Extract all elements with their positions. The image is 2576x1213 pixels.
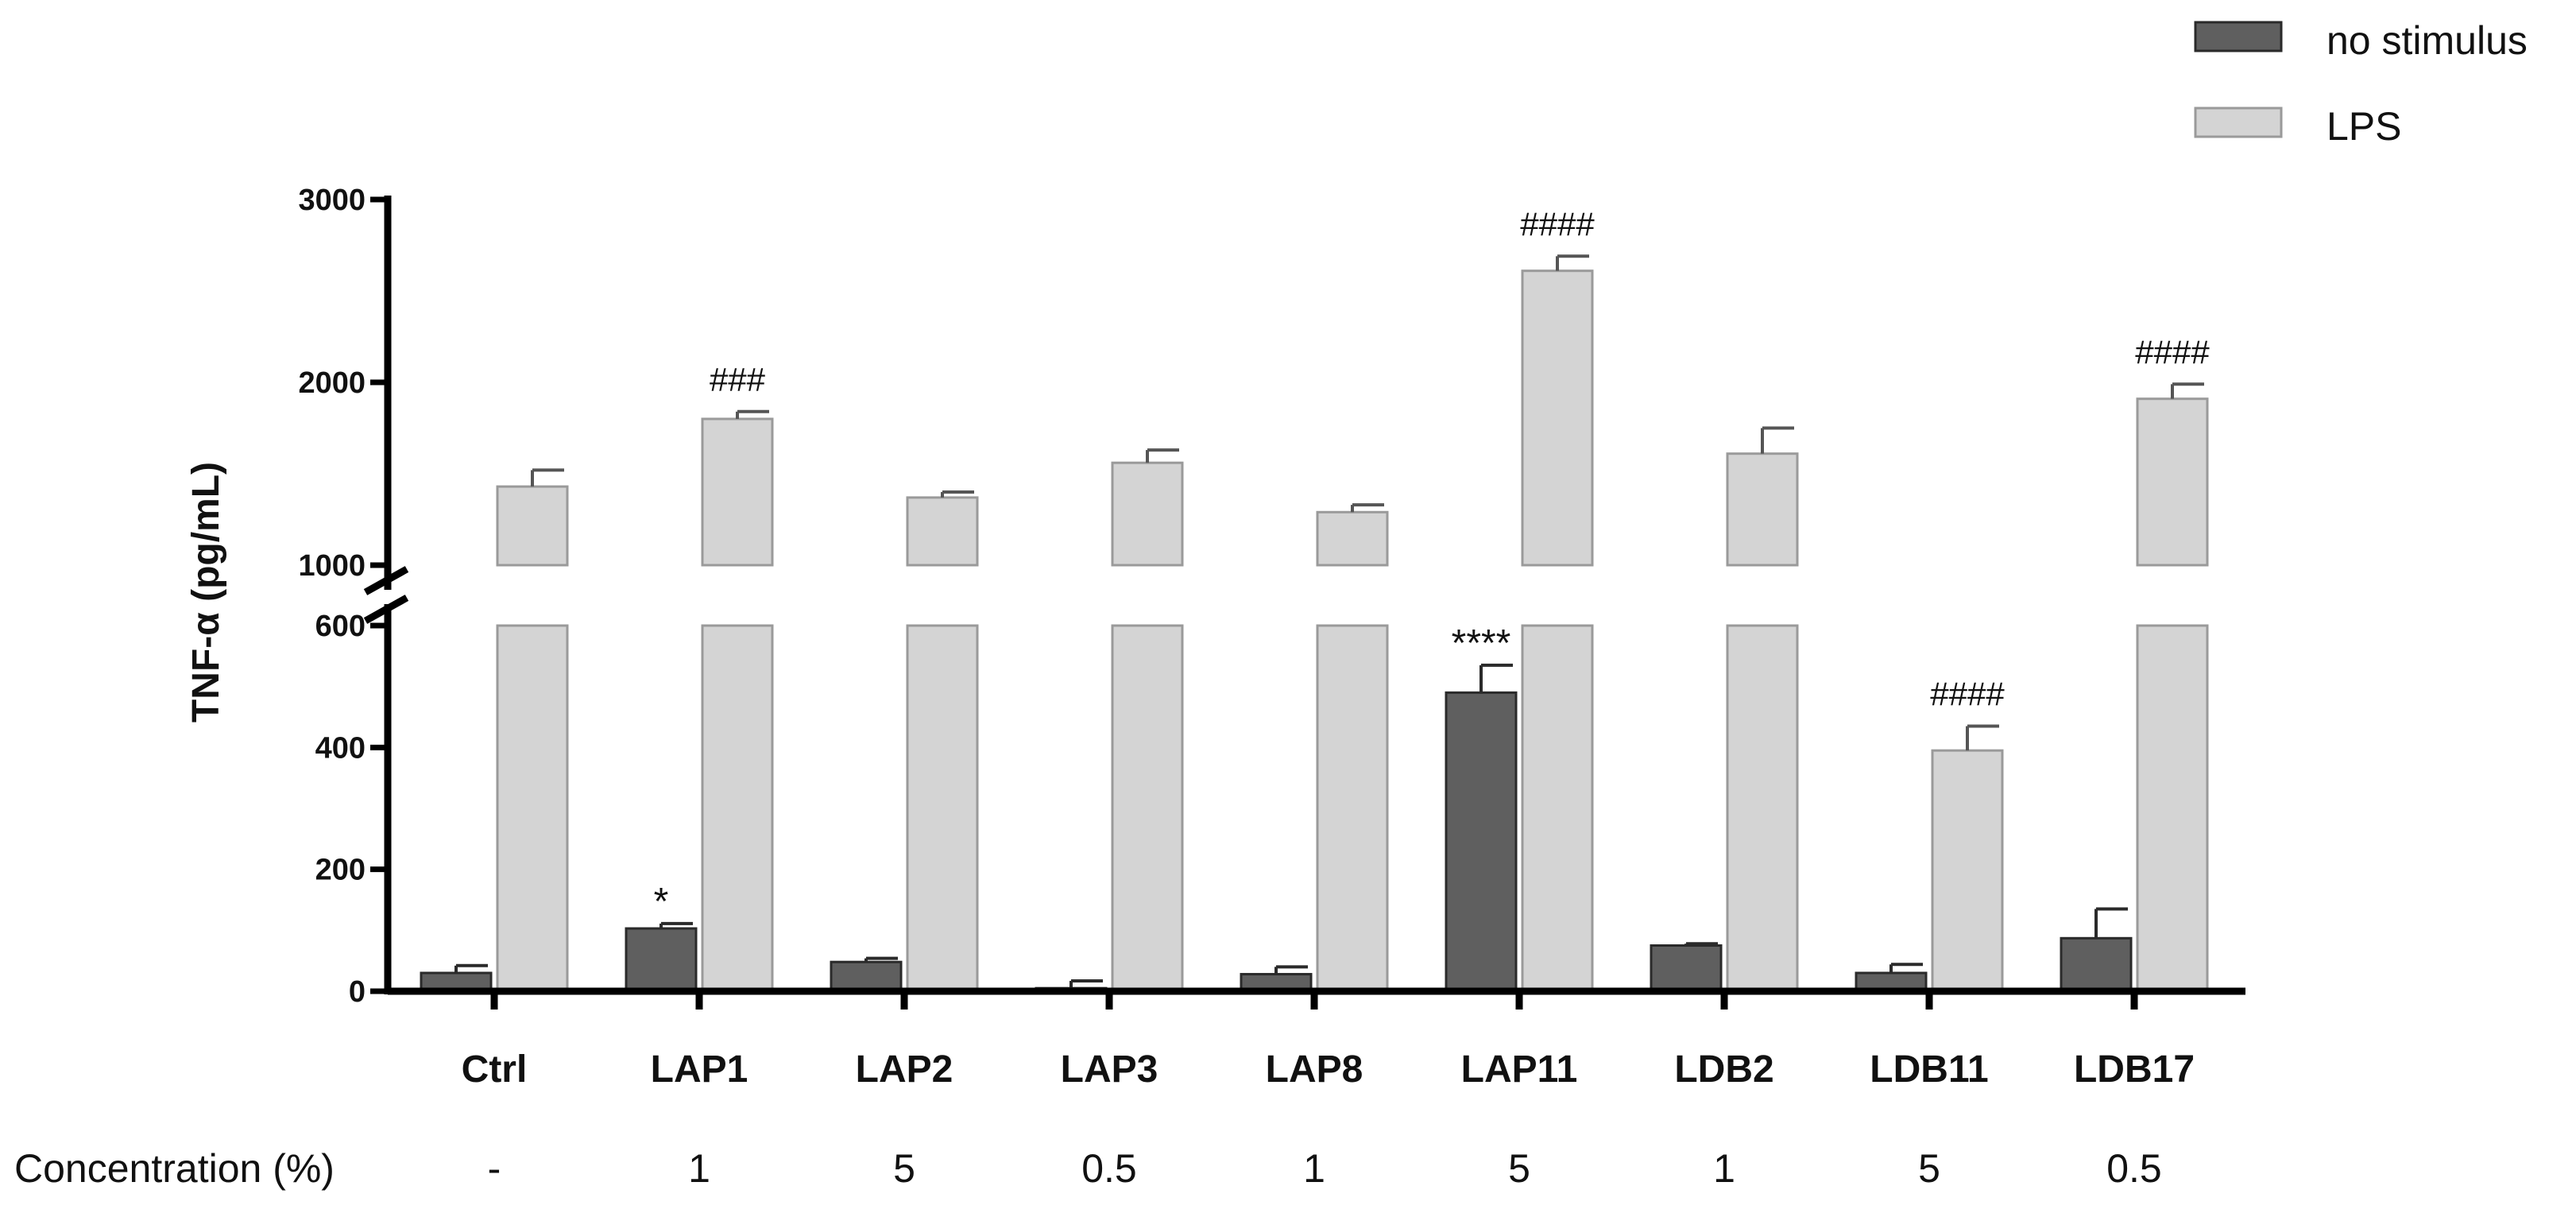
bar-no-stimulus-ldb2 xyxy=(1650,944,1723,993)
y-tick-label-600: 600 xyxy=(315,610,366,643)
y-axis-label: TNF-α (pg/mL) xyxy=(185,462,227,723)
bar-lps-ldb17-upper xyxy=(2136,397,2209,567)
annotation-lps-lap1: ### xyxy=(710,361,766,398)
legend-swatch-no-stimulus xyxy=(2194,21,2283,52)
text-layer: TNF-α (pg/mL) Concentration (%) no stimu… xyxy=(14,18,2528,1191)
bar-lps-ldb17-lower xyxy=(2136,624,2209,993)
axis-layer xyxy=(363,21,2283,1010)
category-label-ldb11: LDB11 xyxy=(1870,1048,1988,1091)
y-tick-label-200: 200 xyxy=(315,854,366,887)
bar-lps-ctrl-lower xyxy=(496,624,569,993)
concentration-value-lap2: 5 xyxy=(893,1146,915,1191)
category-label-lap11: LAP11 xyxy=(1461,1048,1578,1091)
bar-lps-lap3-upper xyxy=(1111,461,1184,567)
bar-lps-lap3-lower xyxy=(1111,624,1184,993)
bar-lps-lap11-lower xyxy=(1521,624,1594,993)
bar-lps-lap1-lower xyxy=(701,624,774,993)
bar-lps-lap2-upper xyxy=(906,496,979,567)
concentration-label: Concentration (%) xyxy=(14,1146,335,1191)
annotation-lps-ldb17: #### xyxy=(2135,333,2210,370)
bar-lps-ctrl-upper xyxy=(496,485,569,567)
category-label-lap2: LAP2 xyxy=(856,1048,953,1091)
category-label-lap3: LAP3 xyxy=(1061,1048,1158,1091)
category-label-ctrl: Ctrl xyxy=(462,1048,528,1091)
concentration-value-lap1: 1 xyxy=(688,1146,710,1191)
legend-swatch-lps xyxy=(2194,107,2283,138)
bar-lps-lap8-upper xyxy=(1316,510,1389,567)
concentration-value-lap8: 1 xyxy=(1303,1146,1325,1191)
bar-lps-ldb11 xyxy=(1931,749,2004,993)
bar-no-stimulus-lap1 xyxy=(625,927,698,993)
legend-label-no-stimulus: no stimulus xyxy=(2327,18,2528,63)
axis-break-mark-lower xyxy=(363,595,409,624)
concentration-value-ldb2: 1 xyxy=(1713,1146,1735,1191)
concentration-value-lap3: 0.5 xyxy=(1081,1146,1137,1191)
y-tick-label-2000: 2000 xyxy=(298,366,366,400)
bar-no-stimulus-lap11 xyxy=(1445,691,1518,993)
bar-no-stimulus-ldb17 xyxy=(2060,936,2133,993)
legend-label-lps: LPS xyxy=(2327,104,2402,149)
bar-lps-lap2-lower xyxy=(906,624,979,993)
category-label-lap1: LAP1 xyxy=(651,1048,748,1091)
axis-break-mark-upper xyxy=(363,566,409,595)
bar-lps-lap8-lower xyxy=(1316,624,1389,993)
category-label-lap8: LAP8 xyxy=(1266,1048,1363,1091)
concentration-value-ldb11: 5 xyxy=(1918,1146,1940,1191)
concentration-value-ldb17: 0.5 xyxy=(2106,1146,2162,1191)
bars-layer xyxy=(420,254,2209,993)
y-tick-label-0: 0 xyxy=(349,975,366,1009)
concentration-value-lap11: 5 xyxy=(1508,1146,1530,1191)
bar-lps-ldb2-lower xyxy=(1726,624,1799,993)
bar-lps-lap11-upper xyxy=(1521,269,1594,567)
annotation-lps-lap11: #### xyxy=(1520,205,1595,242)
category-label-ldb17: LDB17 xyxy=(2074,1048,2195,1091)
bar-lps-lap1-upper xyxy=(701,417,774,567)
bar-lps-ldb2-upper xyxy=(1726,452,1799,567)
y-tick-label-400: 400 xyxy=(315,731,366,765)
concentration-value-ctrl: - xyxy=(488,1146,501,1191)
annotation-lps-ldb11: #### xyxy=(1930,676,2005,713)
y-tick-label-3000: 3000 xyxy=(298,184,366,217)
category-label-ldb2: LDB2 xyxy=(1674,1048,1773,1091)
y-tick-label-1000: 1000 xyxy=(298,549,366,583)
annotation-no-stimulus-lap1: * xyxy=(654,881,669,923)
bar-no-stimulus-lap2 xyxy=(830,960,903,993)
annotation-no-stimulus-lap11: **** xyxy=(1452,622,1511,665)
